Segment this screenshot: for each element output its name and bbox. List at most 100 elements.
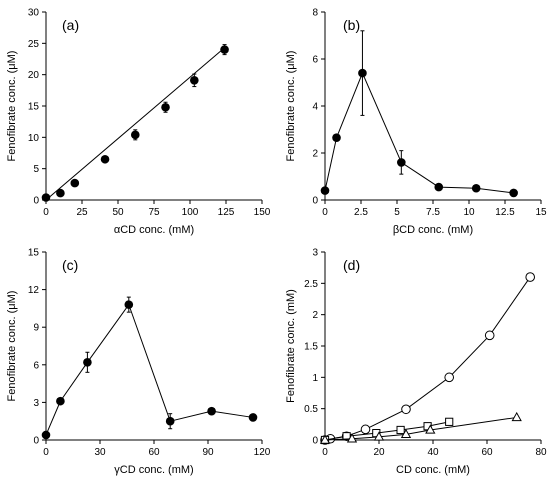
data-point [124, 300, 134, 309]
data-point [41, 193, 51, 202]
series-line [324, 416, 517, 441]
x-tick-label: 60 [481, 447, 493, 458]
x-tick-label: 12.5 [495, 207, 515, 218]
y-tick-label: 15 [28, 248, 40, 259]
y-tick-label: 20 [28, 70, 40, 81]
data-point [56, 188, 65, 198]
y-axis-label: Fenofibrate conc. (μM) [6, 51, 18, 162]
data-point [190, 76, 199, 85]
x-tick-label: 30 [94, 447, 106, 458]
x-tick-label: 100 [182, 207, 199, 218]
panel-c: 0 30 60 90 120 0 3 6 9 12 15 γCD conc. (mM) Fenofibr… [6, 248, 271, 477]
panel-d: 0 20 40 60 80 0 0.5 1 1.5 2 2.5 3 CD conc. (mM) Fenof… [285, 248, 547, 477]
x-tick-label: 60 [148, 447, 160, 458]
data-point [207, 406, 216, 416]
y-tick-label: 0 [312, 436, 318, 447]
data-point [509, 188, 518, 198]
x-tick-label: 25 [76, 207, 88, 218]
series-line [324, 71, 514, 194]
x-tick-label: 90 [202, 447, 214, 458]
data-point-circle [484, 330, 495, 341]
x-tick-label: 50 [112, 207, 124, 218]
y-tick-label: 6 [33, 360, 39, 371]
x-tick-label: 7.5 [426, 207, 440, 218]
data-point-square [342, 432, 351, 441]
x-axis-label: βCD conc. (mM) [393, 224, 473, 236]
y-tick-label: 30 [28, 8, 40, 19]
series-line [324, 276, 531, 441]
panel-label: (d) [343, 257, 360, 273]
data-point [220, 45, 229, 54]
y-tick-label: 2 [312, 310, 318, 321]
y-tick-label: 25 [28, 39, 40, 50]
y-tick-label: 0 [312, 196, 318, 207]
data-point [332, 133, 341, 143]
data-point [358, 68, 367, 78]
data-point-circle [444, 372, 455, 383]
data-point [70, 178, 80, 188]
x-tick-label: 0 [322, 447, 328, 458]
data-point-triangle [346, 433, 358, 443]
y-tick-label: 1.5 [304, 342, 318, 353]
data-point [41, 430, 51, 440]
data-point [56, 396, 65, 406]
y-tick-label: 6 [312, 55, 318, 66]
data-point-triangle [400, 428, 412, 439]
data-point [165, 416, 175, 426]
data-point-triangle [511, 411, 522, 422]
data-point [130, 130, 140, 140]
x-axis-label: CD conc. (mM) [396, 464, 470, 476]
y-tick-label: 1 [312, 373, 318, 384]
data-point-triangle [373, 431, 385, 441]
data-point [471, 183, 481, 193]
data-point-square [396, 425, 405, 435]
data-point-square [445, 417, 454, 426]
y-tick-label: 2 [312, 149, 318, 160]
x-tick-label: 75 [148, 207, 160, 218]
x-tick-label: 20 [373, 447, 385, 458]
y-tick-label: 3 [33, 398, 39, 409]
y-tick-label: 8 [312, 8, 318, 19]
x-tick-label: 0 [322, 207, 328, 218]
data-point-triangle [425, 424, 436, 434]
y-tick-label: 12 [28, 285, 40, 296]
panel-label: (a) [62, 17, 79, 33]
data-point [161, 102, 170, 112]
data-point-circle [401, 404, 411, 415]
y-tick-label: 0 [33, 436, 39, 447]
data-point [100, 154, 110, 164]
panel-label: (c) [62, 257, 78, 273]
fit-line [45, 47, 225, 201]
y-tick-label: 10 [28, 133, 40, 144]
x-tick-label: 120 [254, 447, 271, 458]
x-tick-label: 0 [43, 447, 49, 458]
data-point-circle [360, 424, 371, 435]
y-tick-label: 2.5 [304, 279, 318, 290]
x-tick-label: 125 [218, 207, 235, 218]
data-point [434, 182, 444, 192]
panel-a: 0 25 50 75 100 125 150 0 5 10 15 20 25 30 αCD conc. (m… [6, 8, 271, 237]
x-axis-label: αCD conc. (mM) [114, 224, 194, 236]
x-tick-label: 15 [535, 207, 547, 218]
x-tick-label: 2.5 [354, 207, 368, 218]
x-tick-label: 10 [463, 207, 475, 218]
data-point [83, 357, 92, 367]
y-tick-label: 4 [312, 102, 318, 113]
y-axis-label: Fenofibrate conc. (mM) [285, 289, 297, 403]
data-point [320, 186, 330, 195]
y-tick-label: 0.5 [304, 404, 318, 415]
series-line [45, 303, 254, 436]
y-axis-label: Fenofibrate conc. (μM) [285, 51, 297, 162]
data-point [248, 413, 258, 422]
data-point-circle [525, 272, 536, 282]
data-point-triangle [319, 434, 331, 444]
x-tick-label: 150 [254, 207, 271, 218]
y-tick-label: 15 [28, 102, 40, 113]
panel-label: (b) [343, 17, 360, 33]
y-tick-label: 0 [33, 196, 39, 207]
x-tick-label: 40 [427, 447, 439, 458]
x-tick-label: 5 [394, 207, 400, 218]
y-tick-label: 3 [312, 248, 318, 259]
x-tick-label: 80 [535, 447, 547, 458]
